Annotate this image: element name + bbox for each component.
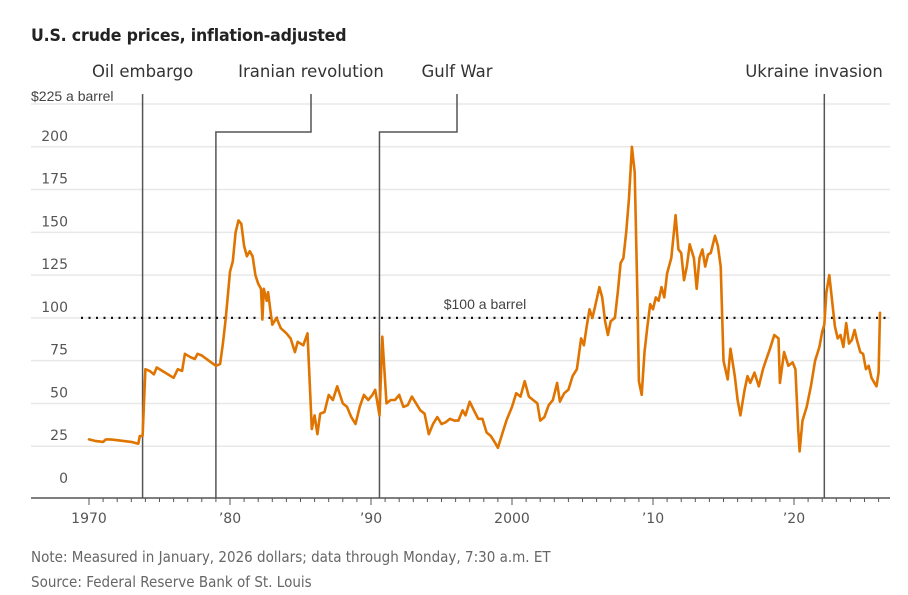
- y-tick-label: 25: [50, 428, 68, 444]
- x-tick-label: 1970: [71, 511, 107, 527]
- y-tick-label: 0: [59, 471, 68, 487]
- footer-note: Note: Measured in January, 2026 dollars;…: [31, 548, 551, 566]
- chart-title: U.S. crude prices, inflation-adjusted: [31, 26, 347, 46]
- x-axis: 1970 ’80 ’90 2000 ’10 ’20: [31, 497, 890, 527]
- event-label: Gulf War: [421, 62, 492, 81]
- price-series-line: [87, 145, 882, 453]
- footer-source: Source: Federal Reserve Bank of St. Loui…: [31, 573, 312, 591]
- y-tick-label: 75: [50, 343, 68, 359]
- event-label: Oil embargo: [92, 62, 193, 81]
- series-group: [87, 145, 882, 453]
- event-label: Ukraine invasion: [745, 62, 883, 81]
- y-tick-label: 50: [50, 385, 68, 401]
- x-tick-label: ’10: [642, 511, 664, 527]
- x-tick-label: ’90: [360, 511, 382, 527]
- reference-line-label: $100 a barrel: [444, 296, 527, 312]
- event-line: [378, 94, 458, 498]
- y-tick-label: 175: [41, 172, 68, 188]
- event-markers: Oil embargo Iranian revolution Gulf War Ukr…: [92, 62, 883, 498]
- y-tick-label: 150: [41, 214, 68, 230]
- event-label: Iranian revolution: [238, 62, 384, 81]
- event-line: [215, 94, 312, 498]
- x-tick-label: 2000: [494, 511, 530, 527]
- x-tick-label: ’80: [219, 511, 241, 527]
- y-axis-ticks: 0 25 50 75 100 125 150 175 200 $225 a barrel: [31, 88, 114, 487]
- y-tick-label: 200: [41, 129, 68, 145]
- y-axis-unit-label: $225 a barrel: [31, 88, 114, 104]
- y-tick-label: 100: [41, 300, 68, 316]
- gridlines: [31, 103, 890, 447]
- x-tick-label: ’20: [783, 511, 805, 527]
- y-tick-label: 125: [41, 257, 68, 273]
- reference-line-group: $100 a barrel: [81, 296, 890, 319]
